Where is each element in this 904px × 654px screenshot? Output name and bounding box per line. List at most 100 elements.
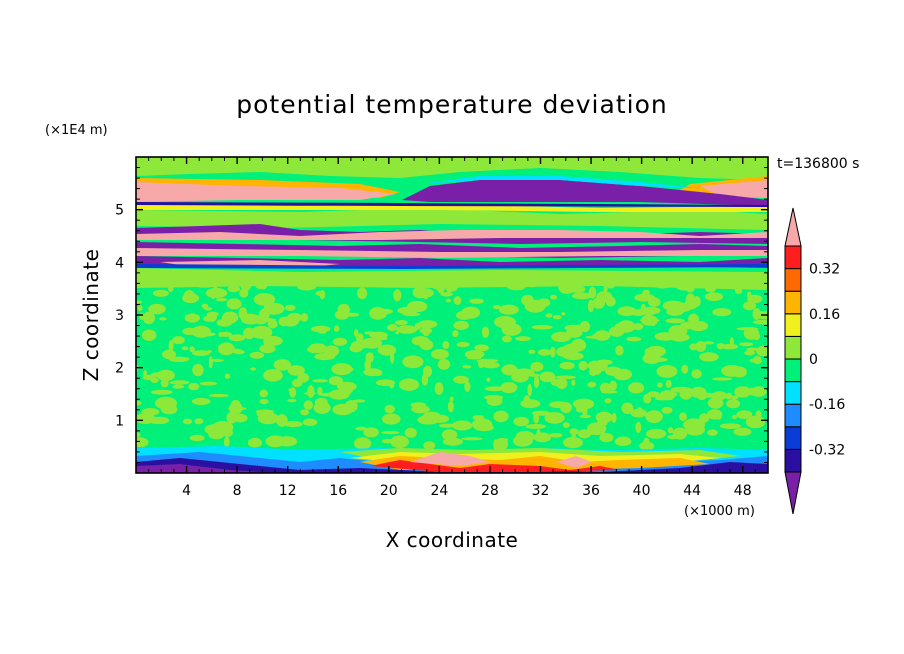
speckle — [725, 392, 733, 400]
speckle — [208, 393, 229, 398]
speckle — [712, 308, 732, 317]
mid-green-edge — [136, 268, 768, 290]
speckle — [750, 415, 758, 429]
speckle — [469, 298, 484, 304]
speckle — [141, 329, 157, 341]
speckle — [284, 421, 303, 428]
speckle — [302, 418, 318, 426]
speckle — [486, 377, 491, 382]
speckle — [707, 429, 718, 436]
speckle — [188, 382, 200, 391]
speckle — [332, 337, 348, 346]
speckle — [560, 402, 573, 414]
speckle — [199, 381, 218, 386]
speckle — [751, 386, 767, 397]
colorbar-segment — [784, 426, 802, 450]
speckle — [267, 320, 278, 329]
speckle — [482, 361, 500, 369]
speckle — [355, 426, 367, 431]
colorbar-segment — [784, 403, 802, 428]
speckle — [501, 364, 518, 376]
speckle — [609, 380, 617, 391]
speckle — [705, 292, 723, 302]
speckle — [411, 405, 430, 414]
speckle — [552, 315, 562, 320]
speckle — [654, 395, 674, 399]
speckle — [228, 348, 243, 353]
speckle — [423, 441, 436, 450]
colorbar-tick-label: -0.16 — [809, 397, 845, 413]
speckle — [626, 336, 642, 342]
colorbar: -0.32 -0.16 0 0.16 0.32 — [784, 207, 845, 515]
speckle — [561, 312, 566, 316]
speckle — [501, 335, 512, 343]
speckle — [402, 312, 421, 317]
y-tick-label: 2 — [115, 361, 124, 377]
speckle — [453, 320, 470, 330]
colorbar-segment — [784, 448, 802, 473]
speckle — [381, 431, 400, 435]
speckle — [719, 423, 742, 429]
speckle — [633, 323, 644, 331]
speckle — [150, 372, 166, 378]
speckle — [644, 348, 649, 359]
speckle — [159, 317, 167, 321]
speckle — [484, 395, 504, 400]
speckle — [218, 332, 223, 337]
speckle — [555, 375, 577, 380]
speckle — [313, 401, 331, 414]
speckle — [521, 294, 534, 306]
speckle — [335, 382, 354, 386]
speckle — [587, 360, 604, 371]
speckle — [453, 296, 462, 305]
speckle — [551, 331, 572, 343]
speckle — [439, 423, 456, 428]
speckle — [422, 365, 433, 378]
speckle — [317, 386, 323, 396]
speckle — [192, 350, 210, 356]
speckle — [300, 409, 310, 416]
speckle — [611, 413, 617, 423]
speckle — [752, 308, 762, 320]
speckle — [259, 398, 269, 405]
speckle — [588, 286, 597, 299]
speckle — [319, 290, 326, 300]
speckle — [182, 327, 198, 335]
speckle — [449, 396, 454, 402]
speckle — [661, 406, 673, 414]
speckle — [670, 386, 693, 393]
speckle — [743, 327, 760, 340]
upper-purple-thin — [136, 202, 768, 207]
speckle — [149, 416, 170, 425]
speckle — [474, 344, 489, 352]
speckle — [699, 352, 719, 362]
speckle — [621, 402, 634, 415]
x-tick-label: 32 — [532, 483, 550, 499]
x-tick-label: 44 — [683, 483, 701, 499]
speckle — [179, 380, 189, 385]
speckle — [276, 414, 288, 427]
speckle — [353, 329, 359, 338]
speckle — [136, 437, 149, 448]
speckle — [594, 330, 611, 341]
speckle — [515, 336, 531, 342]
speckle — [384, 404, 395, 414]
speckle — [387, 324, 398, 332]
speckle — [263, 369, 283, 382]
speckle — [183, 290, 196, 303]
speckle — [692, 370, 700, 378]
speckle — [250, 367, 256, 371]
speckle — [243, 327, 256, 339]
speckle — [530, 361, 544, 372]
speckle — [408, 378, 413, 388]
speckle — [434, 382, 444, 395]
speckle — [222, 311, 239, 324]
speckle — [208, 356, 213, 369]
speckle — [404, 427, 417, 438]
speckle — [206, 350, 212, 353]
speckle — [525, 424, 546, 429]
speckle — [250, 325, 273, 339]
speckle — [394, 320, 408, 326]
speckle — [192, 363, 204, 377]
speckle — [172, 384, 185, 389]
